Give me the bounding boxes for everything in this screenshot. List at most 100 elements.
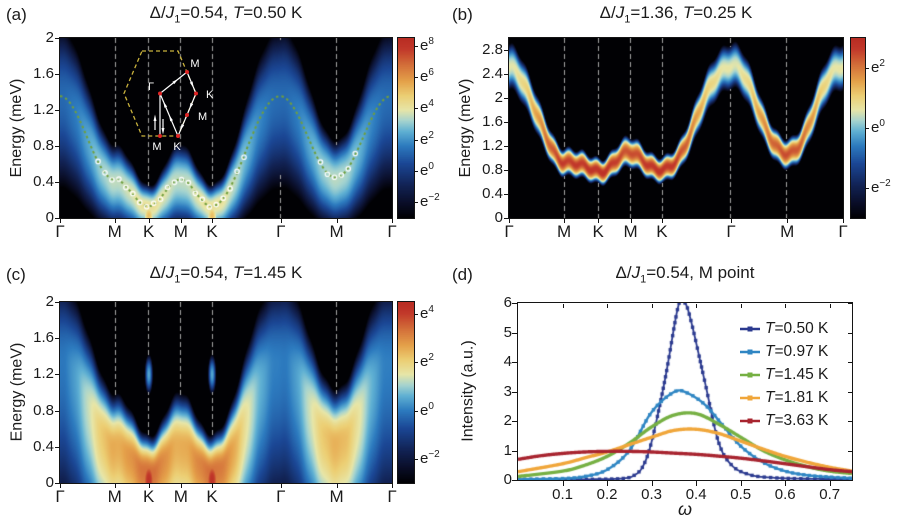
colorbar-tick-mark: [415, 108, 418, 109]
y-tick-label: 1.6: [33, 329, 54, 347]
legend-label: T=0.97 K: [765, 343, 829, 360]
x-tick-mark: [830, 481, 831, 486]
x-tick-label: 0.6: [774, 486, 796, 503]
colorbar-tick-mark: [415, 314, 418, 315]
x-tick-mark: [60, 219, 61, 223]
x-path-label: M: [107, 222, 122, 241]
x-path-label: M: [780, 222, 795, 241]
legend-marker-icon: [740, 372, 760, 378]
x-tick-label: 0.5: [730, 486, 752, 503]
y-tick-mark: [55, 146, 59, 147]
x-tick-label: 0.4: [685, 486, 707, 503]
y-tick-mark: [504, 50, 508, 51]
y-tick-label: 0: [45, 474, 54, 491]
x-path-label: M: [623, 222, 638, 241]
colorbar-tick-label: e4: [420, 304, 434, 323]
x-tick-mark: [181, 219, 182, 223]
x-tick-mark: [843, 219, 844, 223]
y-tick-mark-right: [848, 333, 852, 334]
x-path-label: Γ: [55, 222, 65, 241]
legend-label: T=1.81 K: [765, 389, 829, 406]
x-tick-mark: [181, 484, 182, 488]
y-tick-mark: [55, 411, 59, 412]
colorbar-tick-mark: [866, 128, 869, 129]
legend-item: T=3.63 K: [740, 410, 828, 432]
y-tick-mark: [512, 451, 517, 452]
x-path-label: Γ: [838, 222, 848, 241]
y-tick-label: 2: [494, 89, 503, 106]
y-tick-mark: [55, 447, 59, 448]
x-tick-mark: [115, 219, 116, 223]
legend-marker-icon: [740, 326, 760, 332]
y-tick-mark: [504, 170, 508, 171]
x-tick-mark: [212, 219, 213, 223]
x-path-label: K: [206, 487, 218, 506]
x-tick-mark: [281, 219, 282, 223]
legend-item: T=0.97 K: [740, 341, 828, 363]
panel-b-title: Δ/J1=1.36, T=0.25 K: [599, 3, 753, 26]
y-tick-mark: [55, 483, 59, 484]
y-tick-mark: [504, 74, 508, 75]
x-tick-mark: [607, 481, 608, 486]
legend-item: T=1.45 K: [740, 364, 828, 386]
y-tick-mark: [512, 333, 517, 334]
x-tick-mark: [212, 484, 213, 488]
y-tick-mark-right: [848, 480, 852, 481]
y-tick-mark-right: [848, 392, 852, 393]
legend-item: T=1.81 K: [740, 387, 828, 409]
x-path-label: K: [142, 487, 155, 506]
colorbar-tick-label: e6: [420, 67, 434, 86]
x-tick-mark: [787, 219, 788, 223]
y-tick-mark: [512, 362, 517, 363]
panel-c-heatmap: [59, 301, 393, 484]
y-tick-mark-right: [848, 303, 852, 304]
x-tick-mark-top: [696, 304, 697, 308]
x-tick-mark: [741, 481, 742, 486]
y-tick-mark: [504, 122, 508, 123]
panel-d-line-plot: [517, 302, 853, 481]
x-path-label: Γ: [387, 222, 397, 241]
colorbar-tick-mark: [415, 459, 418, 460]
y-tick-label: 0.4: [33, 437, 54, 455]
y-tick-label: 1.6: [482, 113, 503, 130]
y-tick-label: 1.2: [33, 101, 54, 118]
y-tick-label: 1.2: [482, 137, 503, 154]
panel-c-title: Δ/J1=0.54, T=1.45 K: [149, 263, 303, 286]
y-tick-label: 0.8: [33, 401, 54, 419]
colorbar-tick-label: e2: [871, 58, 885, 76]
x-tick-mark-top: [830, 304, 831, 308]
x-tick-mark-top: [607, 304, 608, 308]
panel-b-label: (b): [452, 5, 473, 24]
y-tick-mark: [55, 182, 59, 183]
x-tick-mark: [115, 484, 116, 488]
panel-a-heatmap: [59, 37, 393, 219]
x-path-label: K: [656, 222, 668, 241]
colorbar-tick-mark: [415, 202, 418, 203]
colorbar-tick-mark: [415, 411, 418, 412]
y-tick-label: 4: [503, 353, 512, 370]
x-tick-mark-top: [741, 304, 742, 308]
x-path-label: Γ: [387, 487, 397, 506]
panel-a-label: (a): [6, 5, 27, 24]
x-tick-mark: [563, 481, 564, 486]
y-tick-label: 1.6: [33, 65, 54, 82]
x-tick-mark: [392, 219, 393, 223]
x-tick-mark: [564, 219, 565, 223]
colorbar-tick-mark: [415, 140, 418, 141]
colorbar-tick-label: e0: [871, 118, 885, 136]
x-tick-mark: [731, 219, 732, 223]
y-tick-mark-right: [848, 451, 852, 452]
colorbar-tick-label: e0: [420, 400, 434, 419]
colorbar-tick-mark: [866, 188, 869, 189]
x-path-label: M: [329, 222, 344, 241]
y-tick-label: 2.4: [482, 65, 503, 82]
colorbar-tick-label: e4: [420, 98, 434, 117]
panel-a-colorbar: [397, 37, 415, 219]
x-tick-mark: [337, 219, 338, 223]
x-path-label: Γ: [726, 222, 736, 241]
y-tick-label: 2: [45, 29, 54, 46]
y-tick-label: 0: [45, 209, 54, 226]
panel-d-label: (d): [452, 265, 473, 284]
x-path-label: M: [107, 487, 122, 506]
